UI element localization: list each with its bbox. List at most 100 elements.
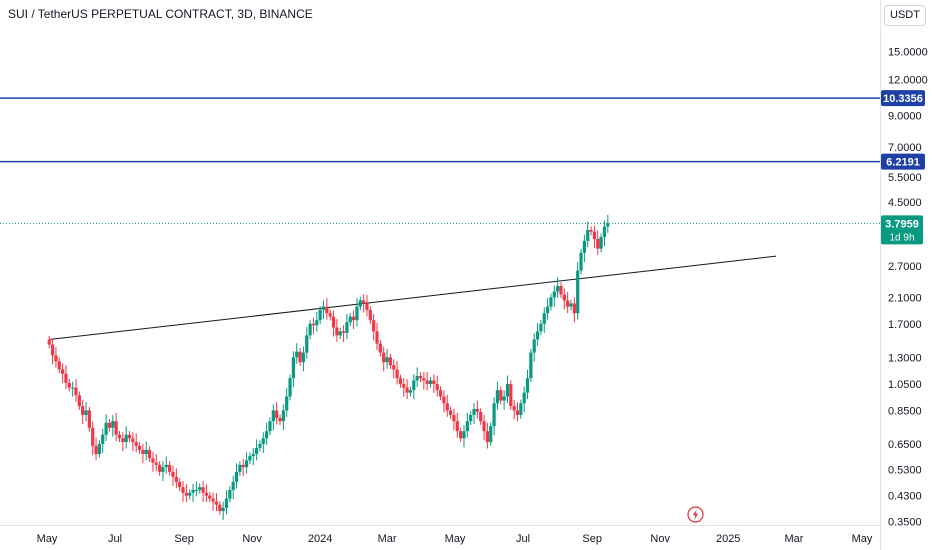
candle-body	[141, 449, 145, 454]
y-tick-label: 15.0000	[888, 47, 928, 59]
currency-selector-button[interactable]: USDT	[884, 5, 926, 26]
candle-body	[211, 498, 215, 502]
x-tick-label: May	[852, 533, 873, 545]
candle-body	[134, 442, 138, 446]
candle-body	[301, 352, 306, 363]
candle-body	[261, 438, 265, 444]
candle-body	[111, 421, 115, 428]
candle-body	[395, 369, 399, 379]
y-tick-label: 2.7000	[888, 261, 922, 273]
candle-body	[509, 384, 513, 407]
x-tick-label: 2025	[716, 533, 740, 545]
candle-body	[505, 384, 510, 397]
candle-body	[161, 467, 165, 472]
candle-body	[519, 403, 523, 415]
candle-body	[164, 464, 168, 468]
candle-body	[532, 339, 536, 353]
candle-body	[502, 396, 506, 401]
candle-body	[74, 387, 78, 396]
candle-body	[549, 297, 553, 307]
candle-body	[71, 387, 75, 389]
candle-body	[358, 300, 362, 307]
x-tick-label: 2024	[308, 533, 332, 545]
candle-body	[91, 427, 95, 446]
candle-body	[174, 476, 178, 482]
candle-body	[529, 352, 533, 379]
candle-body	[452, 414, 456, 422]
candle-body	[198, 487, 202, 490]
candle-body	[137, 445, 142, 450]
candle-body	[251, 453, 255, 457]
candle-body	[101, 434, 105, 444]
trendline	[50, 255, 777, 340]
candle-body	[402, 384, 406, 388]
x-tick-label: Nov	[650, 533, 670, 545]
lightning-bolt-icon[interactable]	[687, 506, 704, 523]
candle-body	[67, 382, 71, 388]
candle-body	[425, 380, 429, 385]
candle-body	[231, 481, 235, 490]
candle-body	[61, 369, 65, 374]
candle-body	[345, 322, 349, 333]
candle-countdown-label: 1d 9h	[889, 232, 914, 243]
x-tick-label: May	[445, 533, 466, 545]
candle-body	[428, 380, 433, 385]
candle-body	[214, 501, 219, 505]
candle-body	[328, 313, 332, 317]
candle-body	[341, 331, 346, 333]
candle-body	[117, 434, 122, 439]
candle-body	[188, 492, 192, 496]
candle-body	[298, 351, 302, 363]
x-tick-label: Sep	[174, 533, 194, 545]
candle-body	[368, 309, 372, 321]
candle-body	[448, 410, 453, 415]
candle-body	[462, 431, 466, 439]
candle-body	[398, 378, 403, 385]
x-tick-label: Jul	[516, 533, 530, 545]
x-tick-label: Nov	[242, 533, 262, 545]
candle-body	[321, 306, 326, 310]
y-tick-label: 0.5300	[888, 464, 922, 476]
candle-body	[184, 492, 188, 496]
candle-body	[489, 426, 493, 443]
candle-body	[599, 237, 603, 249]
y-tick-label: 0.3500	[888, 516, 922, 528]
candle-body	[331, 316, 336, 328]
candle-body	[562, 294, 566, 301]
candle-body	[94, 445, 98, 454]
candle-body	[385, 357, 389, 363]
candle-body	[234, 471, 239, 482]
y-tick-label: 1.7000	[888, 319, 922, 331]
candle-body	[191, 489, 195, 493]
candle-body	[542, 313, 546, 324]
candle-body	[485, 431, 489, 443]
candle-body	[405, 387, 409, 393]
candle-body	[158, 464, 162, 472]
current-price-label: 3.7959	[885, 218, 919, 230]
level-badge	[881, 90, 925, 107]
candle-body	[64, 373, 68, 383]
candle-body	[208, 495, 212, 499]
level-badge-label: 6.2191	[886, 157, 920, 169]
candle-body	[285, 396, 289, 411]
candle-body	[144, 449, 148, 454]
candle-body	[127, 434, 132, 439]
candle-body	[168, 464, 172, 472]
candle-body	[295, 351, 299, 358]
candle-body	[335, 327, 339, 336]
candle-body	[305, 335, 309, 353]
candle-body	[228, 489, 232, 499]
candle-body	[479, 411, 483, 422]
candle-body	[244, 460, 249, 468]
candle-body	[388, 357, 392, 366]
candle-body	[84, 410, 88, 415]
y-tick-label: 0.6500	[888, 439, 922, 451]
candle-body	[372, 320, 376, 332]
y-tick-label: 12.0000	[888, 74, 928, 86]
candle-body	[535, 331, 540, 340]
candle-body	[382, 352, 386, 363]
candle-body	[121, 438, 125, 443]
candle-body	[218, 504, 222, 512]
candle-body	[582, 240, 586, 253]
